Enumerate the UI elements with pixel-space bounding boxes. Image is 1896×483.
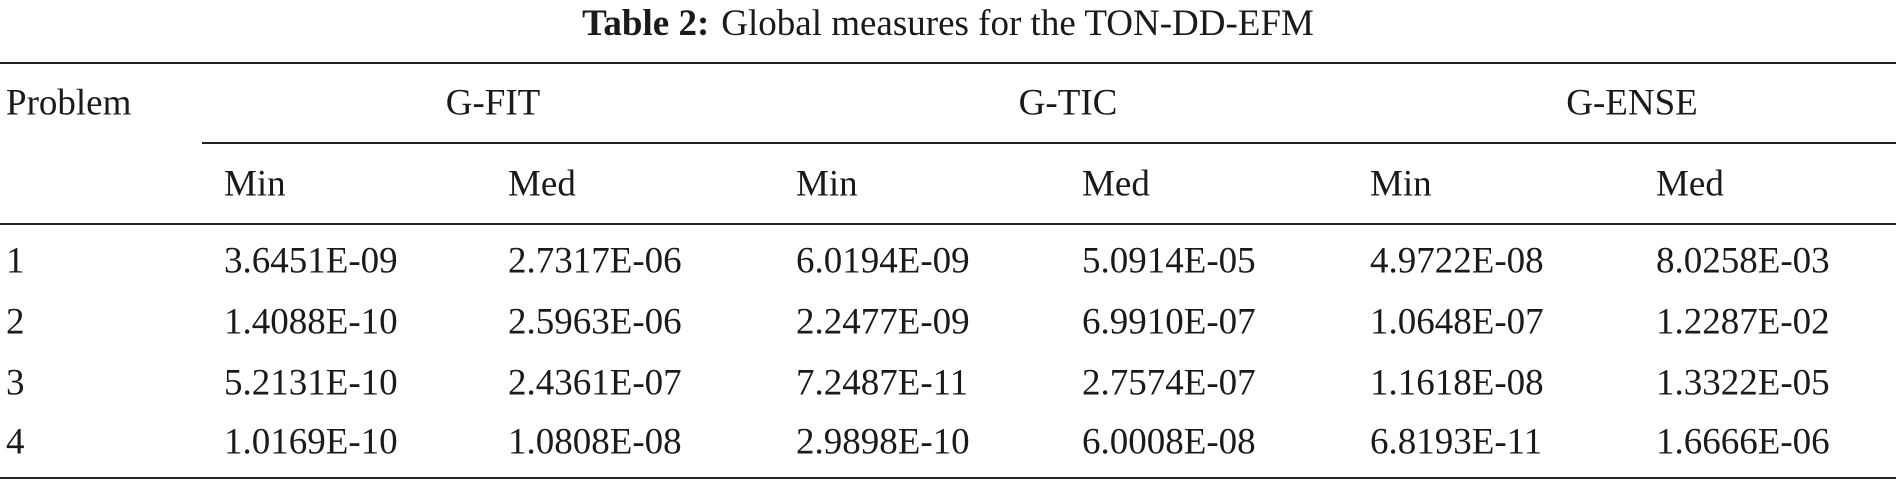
sub-header: Min: [224, 163, 286, 205]
cell: 6.8193E-11: [1370, 421, 1543, 463]
cell: 1.4088E-10: [224, 301, 398, 343]
sub-header: Med: [508, 163, 576, 205]
group-header: G-ENSE: [1566, 82, 1698, 124]
cell: 2.5963E-06: [508, 301, 682, 343]
cell: 6.9910E-07: [1082, 301, 1256, 343]
group-header: G-FIT: [445, 82, 541, 124]
group-rule: [202, 142, 1896, 144]
row-label: 4: [6, 421, 25, 463]
sub-header: Med: [1082, 163, 1150, 205]
sub-header: Min: [796, 163, 858, 205]
bottom-rule: [0, 477, 1896, 479]
cell: 1.2287E-02: [1656, 301, 1830, 343]
cell: 5.0914E-05: [1082, 240, 1256, 282]
cell: 7.2487E-11: [796, 362, 969, 404]
row-label: 1: [6, 240, 25, 282]
cell: 2.4361E-07: [508, 362, 682, 404]
cell: 1.3322E-05: [1656, 362, 1830, 404]
cell: 4.9722E-08: [1370, 240, 1544, 282]
sub-header: Med: [1656, 163, 1724, 205]
cell: 5.2131E-10: [224, 362, 398, 404]
corner-header: Problem: [6, 82, 132, 124]
cell: 2.9898E-10: [796, 421, 970, 463]
cell: 6.0194E-09: [796, 240, 970, 282]
cell: 2.2477E-09: [796, 301, 970, 343]
cell: 1.0808E-08: [508, 421, 682, 463]
cell: 6.0008E-08: [1082, 421, 1256, 463]
cell: 8.0258E-03: [1656, 240, 1830, 282]
cell: 1.0648E-07: [1370, 301, 1544, 343]
row-label: 2: [6, 301, 25, 343]
table-caption: Table 2: Global measures for the TON-DD-E…: [0, 3, 1896, 45]
top-rule: [0, 62, 1896, 64]
header-rule: [0, 223, 1896, 225]
cell: 1.0169E-10: [224, 421, 398, 463]
cell: 2.7574E-07: [1082, 362, 1256, 404]
cell: 1.1618E-08: [1370, 362, 1544, 404]
caption-text: Global measures for the TON-DD-EFM: [721, 3, 1314, 44]
group-header: G-TIC: [1018, 82, 1118, 124]
sub-header: Min: [1370, 163, 1432, 205]
cell: 2.7317E-06: [508, 240, 682, 282]
row-label: 3: [6, 362, 25, 404]
cell: 1.6666E-06: [1656, 421, 1830, 463]
caption-label: Table 2:: [582, 3, 710, 44]
cell: 3.6451E-09: [224, 240, 398, 282]
